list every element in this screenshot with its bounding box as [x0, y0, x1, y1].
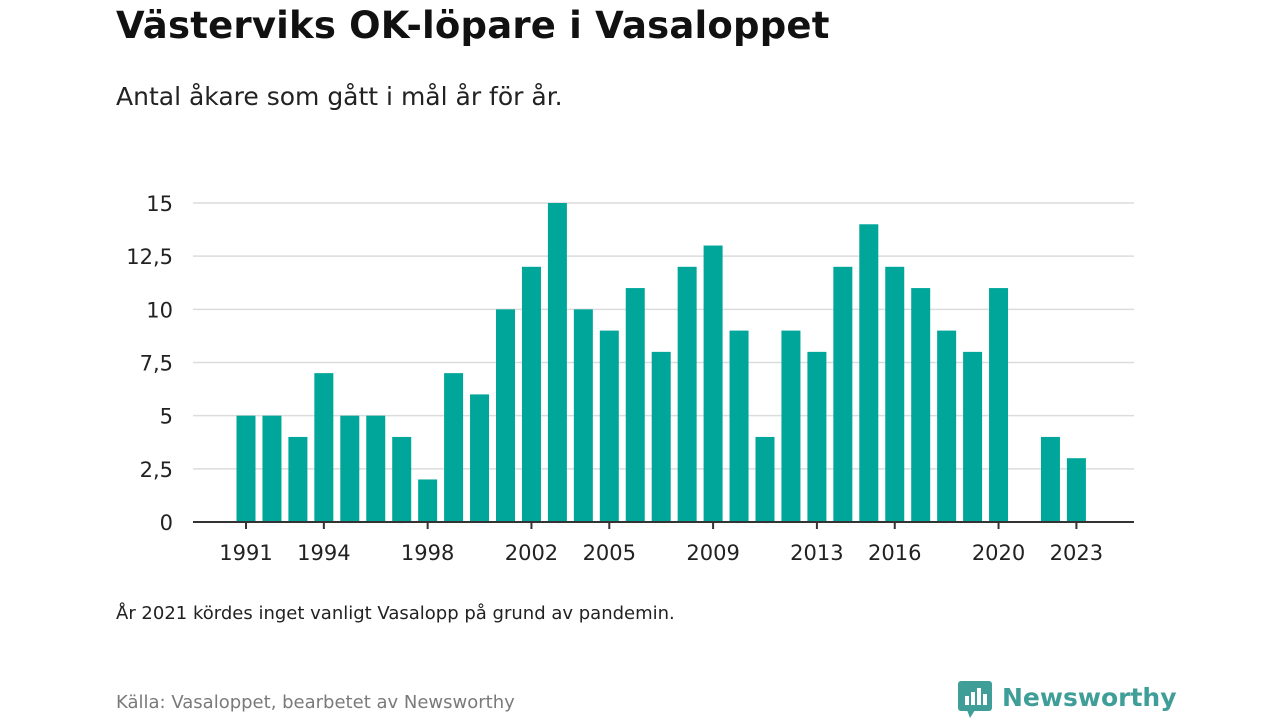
x-tick-label: 2020 — [972, 541, 1025, 565]
bar-1998 — [418, 479, 438, 522]
y-tick-label: 2,5 — [140, 458, 173, 482]
chart-subtitle: Antal åkare som gått i mål år för år. — [116, 82, 563, 111]
y-axis-ticks: 0 2,5 5 7,5 10 12,5 15 — [126, 192, 173, 535]
bar-1994 — [314, 373, 334, 522]
bar-2003 — [547, 203, 567, 522]
bar-1999 — [444, 373, 464, 522]
chart-note: År 2021 kördes inget vanligt Vasalopp på… — [116, 603, 675, 624]
bar-2000 — [470, 394, 490, 522]
newsworthy-wordmark: Newsworthy — [1002, 682, 1177, 712]
bars — [236, 203, 1086, 523]
chart-title: Västerviks OK-löpare i Vasaloppet — [116, 4, 830, 47]
y-tick-label: 7,5 — [140, 352, 173, 376]
newsworthy-logo: Newsworthy — [958, 680, 1177, 720]
y-tick-label: 10 — [146, 298, 173, 322]
bar-1997 — [392, 436, 412, 522]
bar-1993 — [288, 436, 308, 522]
y-tick-label: 12,5 — [126, 245, 173, 269]
x-axis-ticks: 1991 1994 1998 2002 2005 2009 2013 2016 2020 2023 — [219, 522, 1103, 565]
bar-2005 — [599, 330, 619, 522]
y-tick-label: 0 — [160, 511, 173, 535]
bar-2016 — [885, 266, 905, 522]
x-tick-label: 2023 — [1050, 541, 1103, 565]
bar-2011 — [755, 436, 775, 522]
bar-1991 — [236, 415, 256, 522]
x-tick-label: 1998 — [401, 541, 454, 565]
x-tick-label: 2009 — [686, 541, 739, 565]
x-tick-label: 2002 — [505, 541, 558, 565]
bar-2004 — [573, 309, 593, 522]
x-tick-label: 1994 — [297, 541, 350, 565]
bar-2015 — [859, 224, 879, 522]
bar-1995 — [340, 415, 360, 522]
newsworthy-logo-icon — [958, 681, 992, 718]
bar-2006 — [625, 288, 645, 522]
y-tick-label: 5 — [160, 405, 173, 429]
bar-2022 — [1040, 436, 1060, 522]
bar-chart: 0 2,5 5 7,5 10 12,5 15 1991 1994 1998 2002 2005 200… — [126, 192, 1134, 565]
y-tick-label: 15 — [146, 192, 173, 216]
bar-2023 — [1066, 458, 1086, 522]
bar-2018 — [937, 330, 957, 522]
bar-2008 — [677, 266, 697, 522]
x-tick-label: 2016 — [868, 541, 921, 565]
bar-2012 — [781, 330, 801, 522]
bar-2009 — [703, 245, 723, 523]
bar-2019 — [963, 351, 983, 522]
bar-1992 — [262, 415, 282, 522]
x-tick-label: 2013 — [790, 541, 843, 565]
bar-2007 — [651, 351, 671, 522]
source-credit: Källa: Vasaloppet, bearbetet av Newswort… — [116, 692, 515, 713]
bar-2013 — [807, 351, 827, 522]
x-tick-label: 2005 — [583, 541, 636, 565]
x-tick-label: 1991 — [219, 541, 272, 565]
bar-2002 — [521, 266, 541, 522]
bar-2010 — [729, 330, 749, 522]
bar-2020 — [989, 288, 1009, 522]
bar-1996 — [366, 415, 386, 522]
bar-2001 — [496, 309, 515, 522]
bar-2017 — [911, 288, 931, 522]
bar-2014 — [833, 266, 853, 522]
